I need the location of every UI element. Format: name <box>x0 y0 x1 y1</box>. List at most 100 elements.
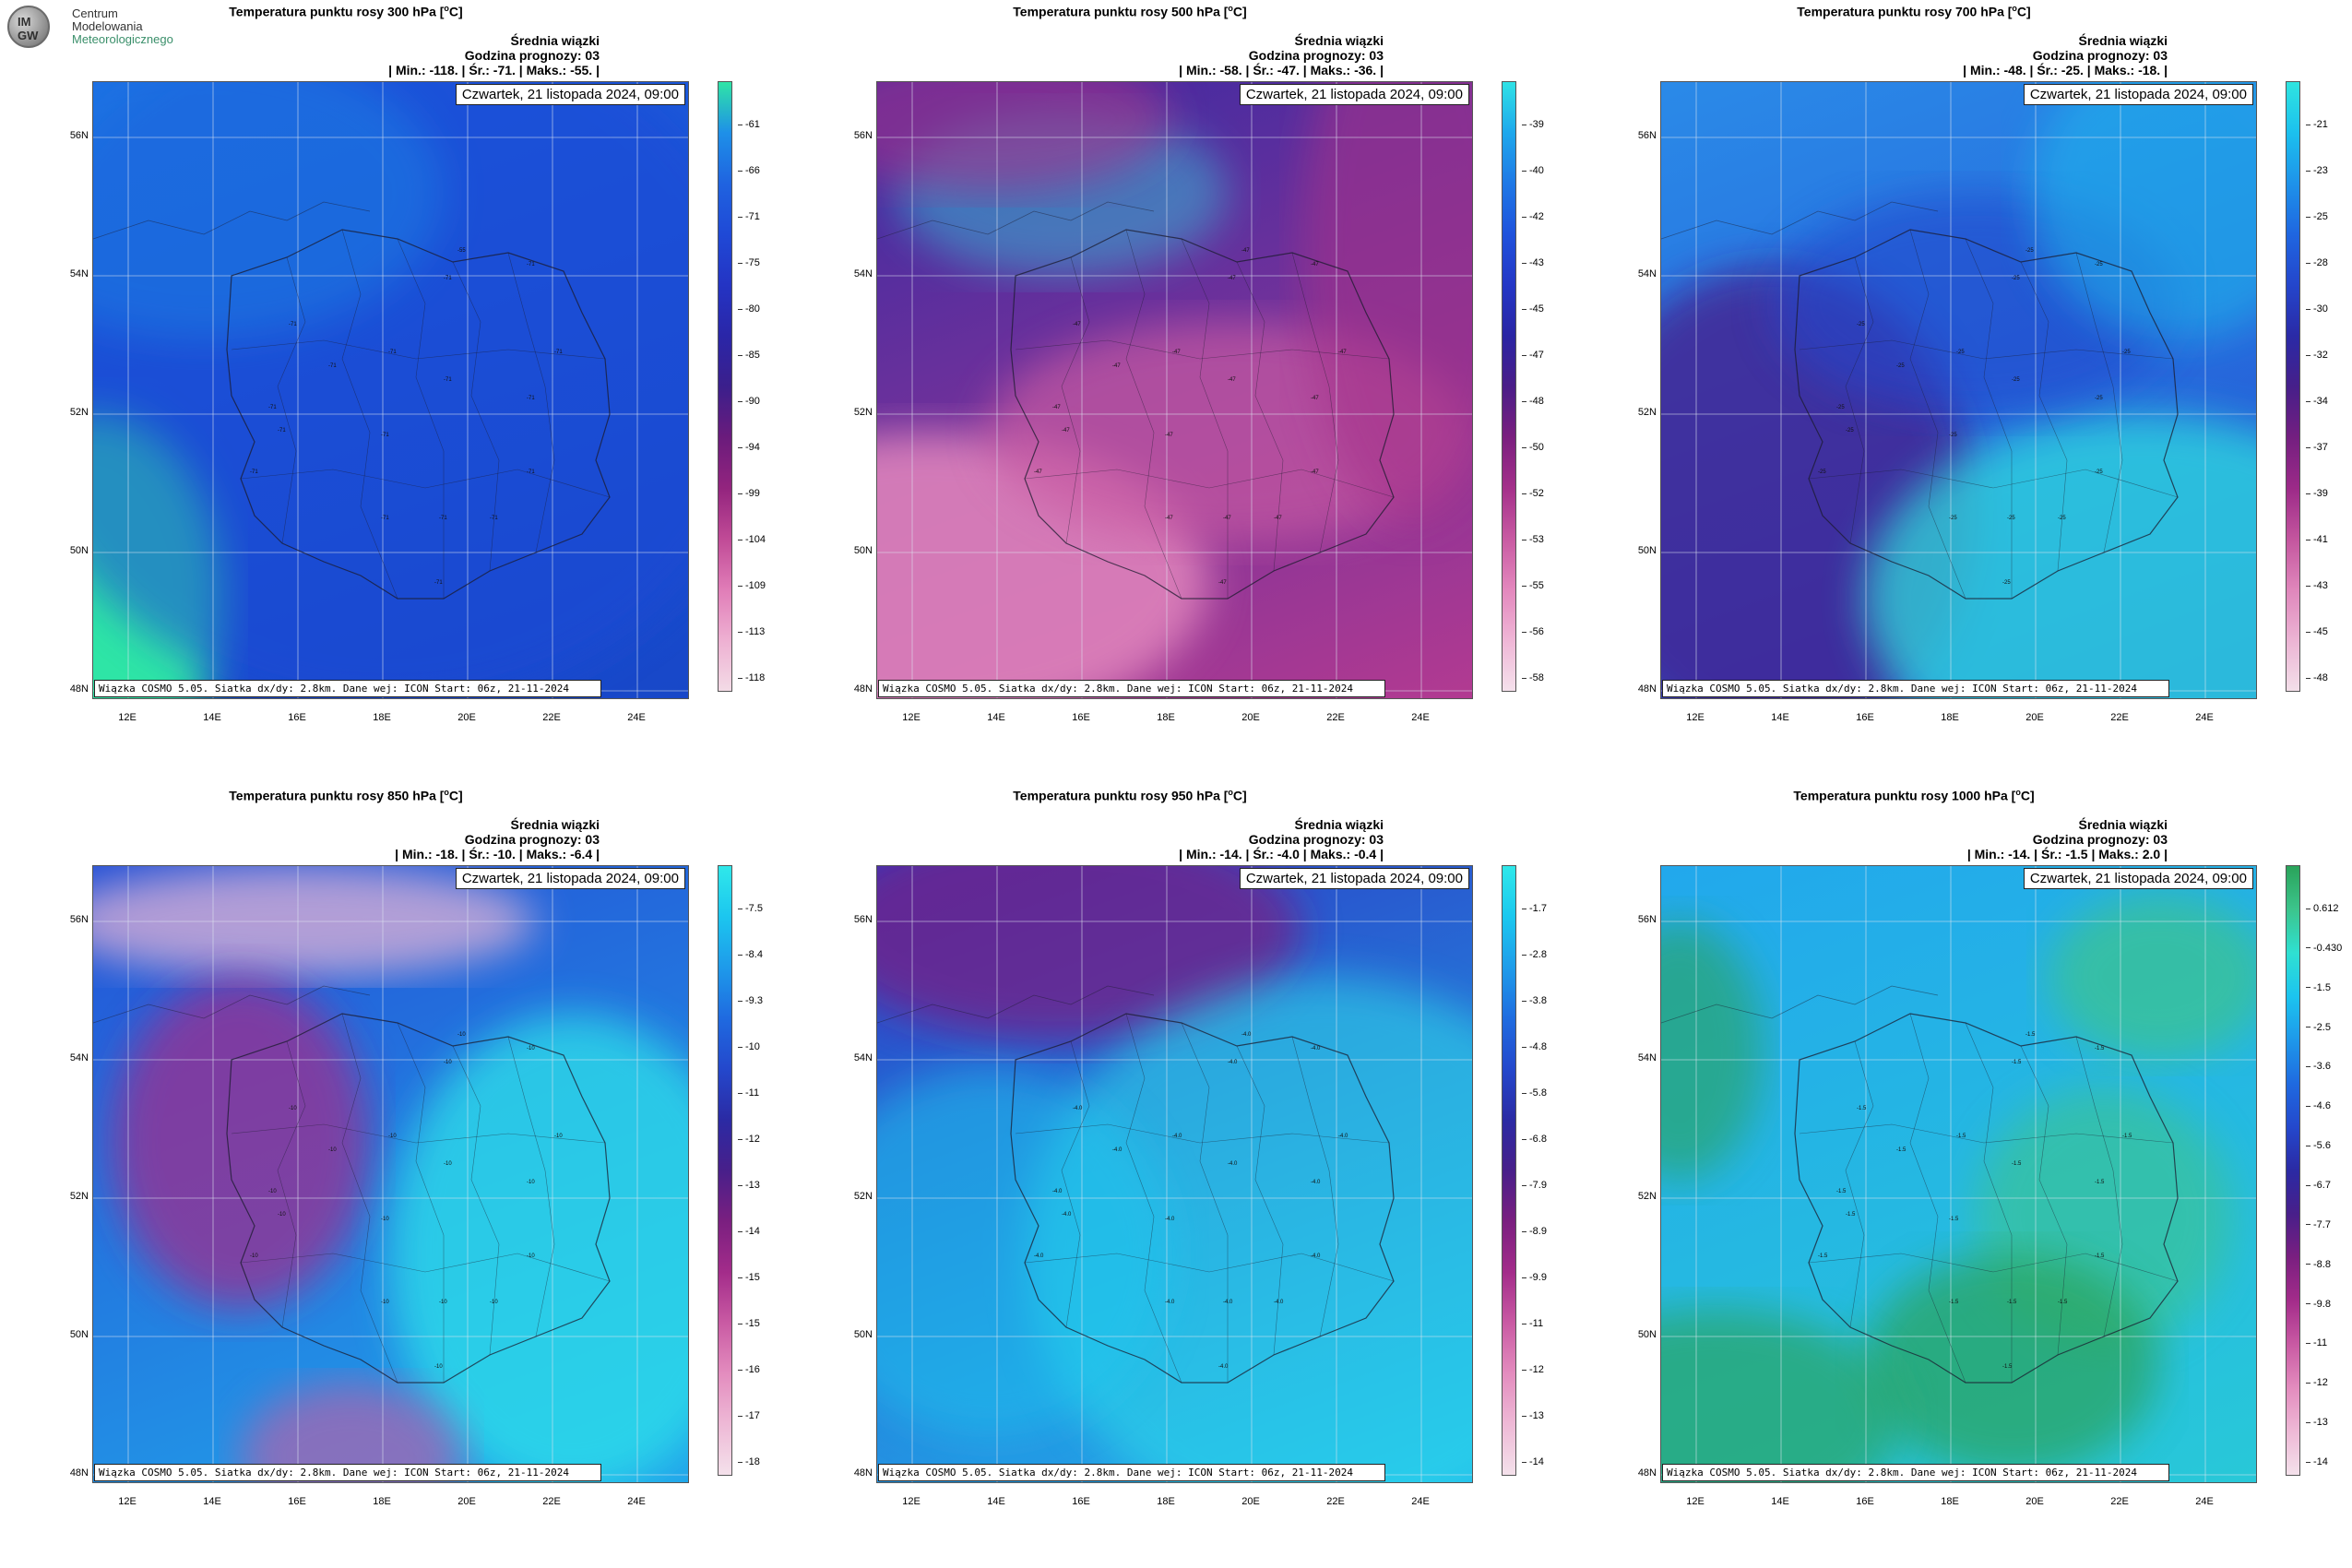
colorbar-tick-label: -14 <box>738 1226 760 1237</box>
colorbar-tick-label: -9.8 <box>2306 1299 2331 1310</box>
colorbar-tick-label: -39 <box>1522 119 1544 130</box>
lon-label: 20E <box>1241 1496 1260 1507</box>
lat-label: 56N <box>69 130 89 141</box>
city-value: -71 <box>527 469 535 475</box>
dewpoint-map: -4.0 -4.0 -4.0 -4.0 -4.0 -4.0 -4.0 -4.0 -4.0 -4.0… <box>876 865 1473 1483</box>
lat-label: 50N <box>853 545 873 556</box>
city-value: -10 <box>439 1300 447 1305</box>
city-value: -47 <box>1112 363 1121 369</box>
lon-label: 16E <box>1072 712 1090 723</box>
colorbar-tick-label: -13 <box>2306 1417 2328 1428</box>
city-value: -1.5 <box>2058 1300 2068 1305</box>
logo-text: Centrum Modelowania Meteorologicznego <box>72 7 173 46</box>
colorbar-ticks: -39 -40 -42 -43 -45 -47 -48 -50 -52 -53 -55 -56 -58 <box>1522 81 1568 690</box>
colorbar-tick-label: -17 <box>738 1410 760 1421</box>
lon-label: 24E <box>627 712 646 723</box>
dewpoint-map: -25 -25 -25 -25 -25 -25 -25 -25 -25 -25 -25 -25 -25 -… <box>1660 81 2257 699</box>
lat-label: 54N <box>853 268 873 279</box>
colorbar-tick-label: -53 <box>1522 534 1544 545</box>
badge-text-bottom: GW <box>18 29 39 42</box>
city-value: -4.0 <box>1112 1147 1123 1153</box>
colorbar-tick-label: -9.3 <box>738 995 763 1006</box>
city-value: -10 <box>444 1161 452 1167</box>
lon-label: 18E <box>1157 1496 1175 1507</box>
lat-label: 52N <box>853 407 873 418</box>
lon-label: 14E <box>1771 1496 1789 1507</box>
city-value: -4.0 <box>1073 1106 1083 1111</box>
colorbar-tick-label: -23 <box>2306 165 2328 176</box>
city-value: -47 <box>1165 433 1173 438</box>
city-value: -25 <box>2025 248 2034 254</box>
city-value: -4.0 <box>1062 1212 1072 1218</box>
colorbar-tick-label: -0.430 <box>2306 943 2342 954</box>
colorbar-tick-label: -8.8 <box>2306 1259 2331 1270</box>
colorbar-tick-label: -15 <box>738 1318 760 1329</box>
lon-label: 22E <box>542 1496 561 1507</box>
city-value: -1.5 <box>2012 1161 2022 1167</box>
colorbar-tick-label: -11 <box>738 1087 759 1099</box>
city-value: -71 <box>444 377 452 383</box>
colorbar-tick-label: -1.5 <box>2306 982 2331 993</box>
colorbar-tick-label: -61 <box>738 119 760 130</box>
colorbar-tick-label: -11 <box>2306 1337 2327 1348</box>
colorbar-tick-label: -9.9 <box>1522 1272 1547 1283</box>
lon-label: 14E <box>203 712 221 723</box>
colorbar-ticks: 0.612 -0.430 -1.5 -2.5 -3.6 -4.6 -5.6 -6.7 -7.7 -… <box>2306 865 2352 1474</box>
lat-label: 48N <box>853 1467 873 1479</box>
colorbar-tick-label: -118 <box>738 672 765 683</box>
lat-label: 48N <box>1637 683 1657 695</box>
city-value: -10 <box>268 1189 277 1194</box>
lon-label: 22E <box>1326 712 1345 723</box>
forecast-date: Czwartek, 21 listopada 2024, 09:00 <box>1239 84 1469 105</box>
colorbar-tick-label: -1.7 <box>1522 903 1547 914</box>
city-value: -71 <box>527 396 535 401</box>
city-value: -10 <box>328 1147 337 1153</box>
panel-title: Temperatura punktu rosy 950 hPa [oC] <box>1013 788 1247 803</box>
colorbar-tick-label: -40 <box>1522 165 1544 176</box>
map-field-overlay <box>1661 82 2256 698</box>
lat-label: 50N <box>69 545 89 556</box>
city-value: -1.5 <box>2002 1364 2013 1370</box>
lon-label: 18E <box>373 1496 391 1507</box>
city-value: -71 <box>444 276 452 281</box>
panel-stats: Średnia wiązki Godzina prognozy: 03 | Min.… <box>1179 33 1384 77</box>
colorbar <box>718 81 732 692</box>
panel-title: Temperatura punktu rosy 300 hPa [oC] <box>229 4 463 19</box>
city-value: -47 <box>1338 350 1347 355</box>
lat-label: 54N <box>69 1052 89 1063</box>
forecast-date: Czwartek, 21 listopada 2024, 09:00 <box>2023 84 2253 105</box>
city-value: -1.5 <box>1818 1253 1828 1259</box>
city-value: -1.5 <box>1896 1147 1907 1153</box>
forecast-date: Czwartek, 21 listopada 2024, 09:00 <box>1239 868 1469 889</box>
colorbar-tick-label: -8.9 <box>1522 1226 1547 1237</box>
map-panel: Temperatura punktu rosy 950 hPa [oC] Śred… <box>784 784 1568 1568</box>
colorbar-tick-label: -55 <box>1522 580 1544 591</box>
map-panel: Temperatura punktu rosy 300 hPa [oC] Śred… <box>0 0 784 784</box>
city-value: -1.5 <box>1857 1106 1867 1111</box>
city-value: -71 <box>388 350 397 355</box>
city-value: -1.5 <box>2025 1032 2036 1038</box>
lon-label: 24E <box>627 1496 646 1507</box>
city-value: -10 <box>381 1300 389 1305</box>
city-value: -10 <box>381 1217 389 1222</box>
lon-label: 20E <box>2025 1496 2044 1507</box>
colorbar-tick-label: -90 <box>738 396 760 407</box>
colorbar-tick-label: -85 <box>738 350 760 361</box>
lat-label: 52N <box>853 1191 873 1202</box>
city-value: -4.0 <box>1338 1134 1348 1139</box>
city-value: -4.0 <box>1311 1046 1321 1051</box>
lon-label: 12E <box>118 712 137 723</box>
city-value: -4.0 <box>1223 1300 1233 1305</box>
colorbar <box>1502 865 1516 1476</box>
lon-label: 12E <box>1686 712 1705 723</box>
lat-label: 56N <box>1637 130 1657 141</box>
city-value: -10 <box>289 1106 297 1111</box>
badge-text-top: IM <box>18 15 31 29</box>
dewpoint-map: -55 -71 -71 -71 -71 -71 -71 -71 -71 -71 -71 -71 -71 -… <box>92 81 689 699</box>
city-value: -25 <box>1949 516 1957 521</box>
colorbar-ticks: -1.7 -2.8 -3.8 -4.8 -5.8 -6.8 -7.9 -8.9 -9.9 -11 -… <box>1522 865 1568 1474</box>
city-value: -71 <box>278 428 286 434</box>
panel-stats: Średnia wiązki Godzina prognozy: 03 | Min.… <box>1963 33 2168 77</box>
colorbar-tick-label: -10 <box>738 1041 760 1052</box>
map-field-overlay <box>877 82 1472 698</box>
